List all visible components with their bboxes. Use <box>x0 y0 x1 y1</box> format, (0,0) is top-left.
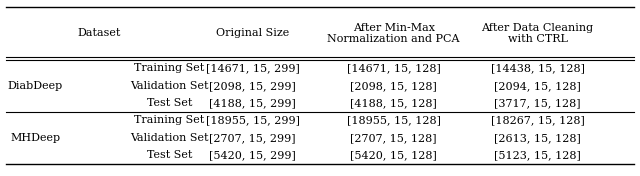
Text: Training Set: Training Set <box>134 64 205 74</box>
Text: After Min-Max
Normalization and PCA: After Min-Max Normalization and PCA <box>327 23 460 44</box>
Text: Training Set: Training Set <box>134 115 205 125</box>
Text: [14671, 15, 128]: [14671, 15, 128] <box>347 64 440 74</box>
Text: DiabDeep: DiabDeep <box>8 81 63 91</box>
Text: [18955, 15, 299]: [18955, 15, 299] <box>206 115 300 125</box>
Text: [4188, 15, 299]: [4188, 15, 299] <box>209 98 296 108</box>
Text: After Data Cleaning
with CTRL: After Data Cleaning with CTRL <box>481 23 594 44</box>
Text: [18267, 15, 128]: [18267, 15, 128] <box>491 115 584 125</box>
Text: [2707, 15, 299]: [2707, 15, 299] <box>209 133 296 143</box>
Text: Dataset: Dataset <box>77 29 121 38</box>
Text: [14671, 15, 299]: [14671, 15, 299] <box>206 64 300 74</box>
Text: [3717, 15, 128]: [3717, 15, 128] <box>494 98 581 108</box>
Text: [2707, 15, 128]: [2707, 15, 128] <box>350 133 437 143</box>
Text: [2098, 15, 128]: [2098, 15, 128] <box>350 81 437 91</box>
Text: [5420, 15, 128]: [5420, 15, 128] <box>350 150 437 160</box>
Text: Original Size: Original Size <box>216 29 289 38</box>
Text: [14438, 15, 128]: [14438, 15, 128] <box>491 64 584 74</box>
Text: [5123, 15, 128]: [5123, 15, 128] <box>494 150 581 160</box>
Text: Test Set: Test Set <box>147 150 192 160</box>
Text: Validation Set: Validation Set <box>131 133 209 143</box>
Text: MHDeep: MHDeep <box>10 133 60 143</box>
Text: [5420, 15, 299]: [5420, 15, 299] <box>209 150 296 160</box>
Text: Validation Set: Validation Set <box>131 81 209 91</box>
Text: [4188, 15, 128]: [4188, 15, 128] <box>350 98 437 108</box>
Text: [2613, 15, 128]: [2613, 15, 128] <box>494 133 581 143</box>
Text: [2094, 15, 128]: [2094, 15, 128] <box>494 81 581 91</box>
Text: Test Set: Test Set <box>147 98 192 108</box>
Text: [2098, 15, 299]: [2098, 15, 299] <box>209 81 296 91</box>
Text: [18955, 15, 128]: [18955, 15, 128] <box>347 115 440 125</box>
